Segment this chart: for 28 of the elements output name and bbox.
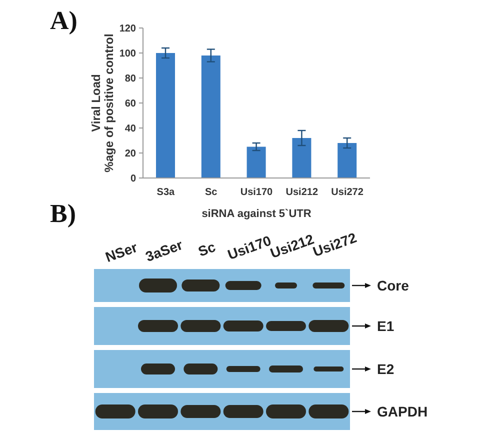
text: E2 <box>377 361 394 377</box>
y-tick-label: 80 <box>124 74 136 85</box>
category-label: Sc <box>196 238 218 260</box>
y-tick-label: 100 <box>119 48 136 60</box>
x-tick-label: Usi212 <box>286 187 318 198</box>
bar <box>201 56 220 178</box>
chart-title: A) <box>50 6 78 36</box>
x-tick-label: S3a <box>156 187 176 198</box>
bar <box>338 143 357 178</box>
category-label: 3aSer <box>143 236 186 265</box>
x-tick-label: Usi272 <box>331 187 364 198</box>
y-tick-label: 120 <box>119 24 136 35</box>
y-axis-title: Viral Load %age of positive control <box>89 34 116 172</box>
y-tick-label: 20 <box>124 148 136 160</box>
bar <box>292 138 312 178</box>
y-tick-label: 0 <box>130 174 136 185</box>
bar <box>246 146 266 178</box>
category-label: NSer <box>103 238 140 266</box>
text: Core <box>377 278 410 294</box>
y-tick-label: 40 <box>124 124 136 135</box>
text: B) <box>50 199 76 228</box>
bar <box>156 53 175 178</box>
text: E1 <box>377 318 394 334</box>
x-axis-title: siRNA against 5`UTR <box>202 208 312 220</box>
y-tick-label: 60 <box>124 98 136 110</box>
text: GAPDH <box>377 404 428 420</box>
x-tick-label: Sc <box>204 187 218 198</box>
x-tick-label: Usi170 <box>240 187 274 198</box>
